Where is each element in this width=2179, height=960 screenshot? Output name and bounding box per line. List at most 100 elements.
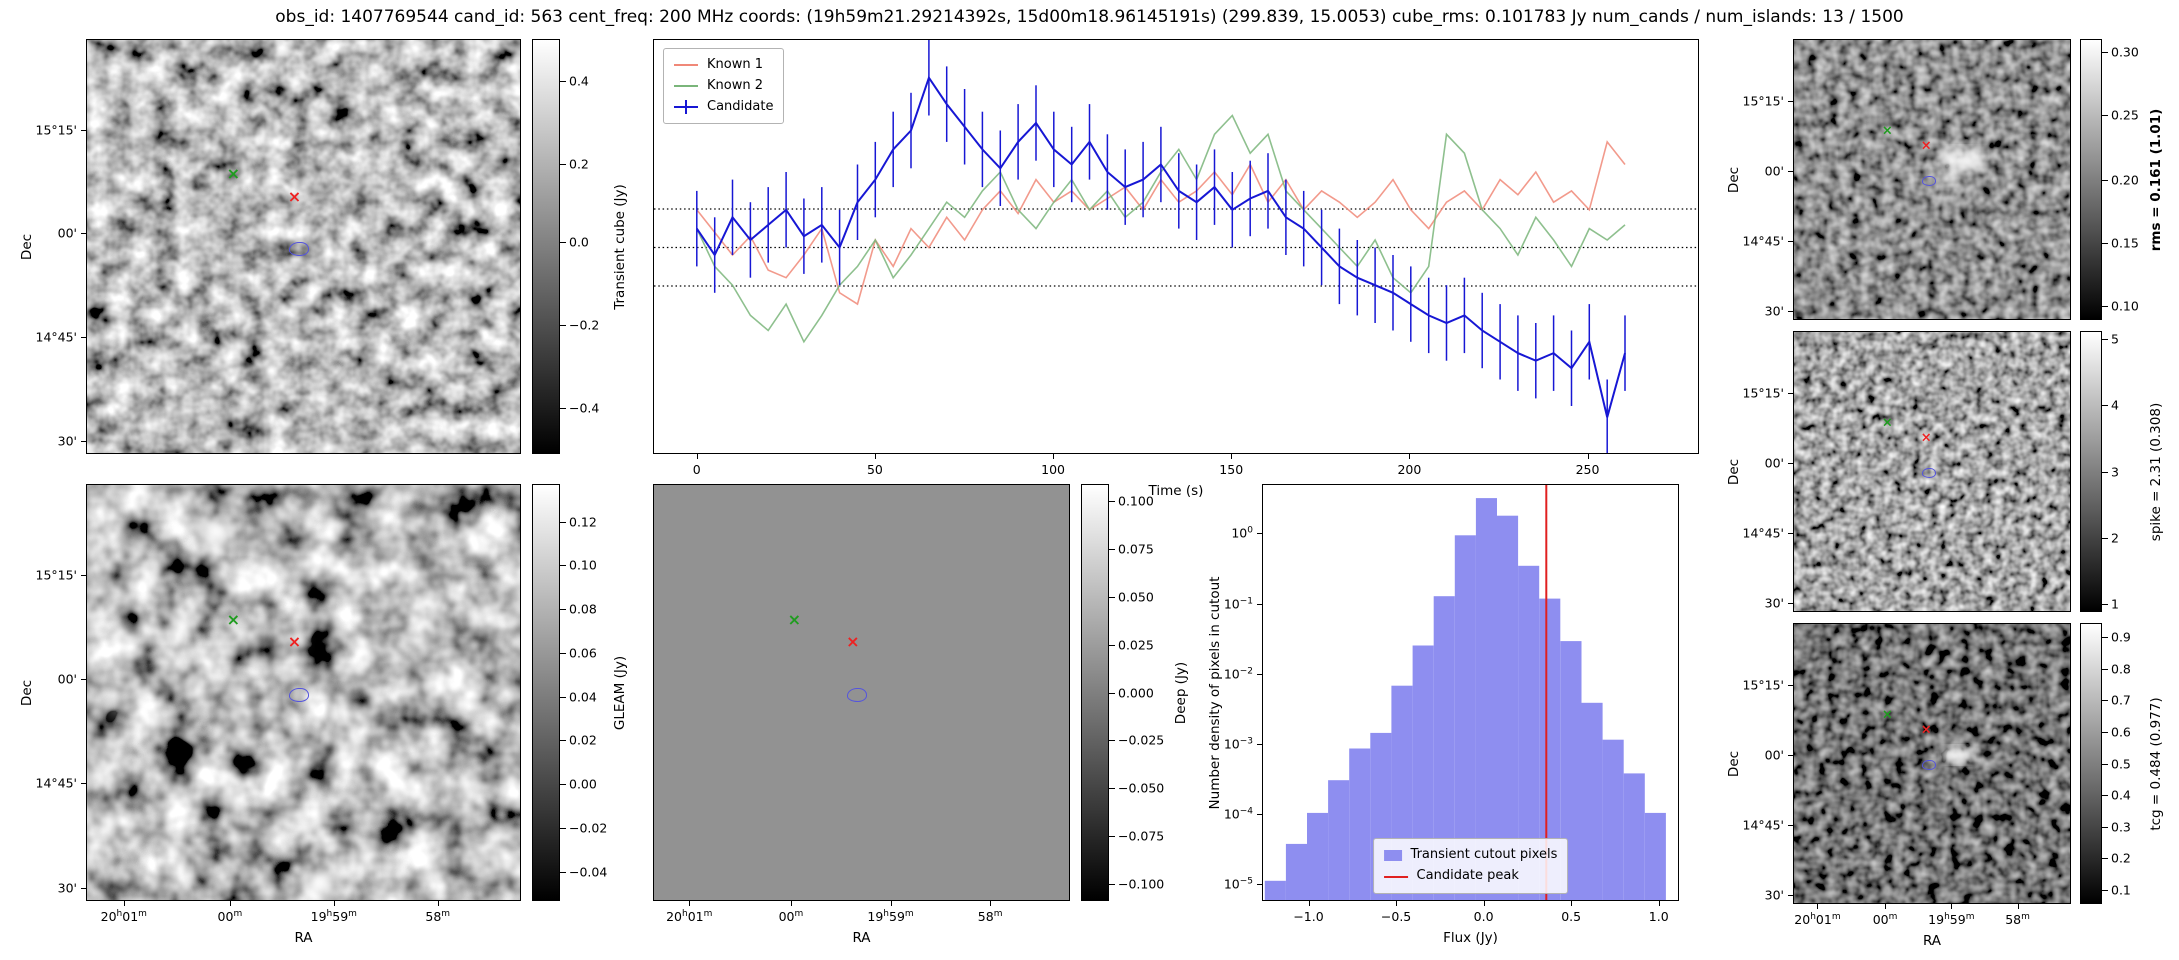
density-axis-ticks: 100 10−1 10−2 10−3 10−4 10−5 (1201, 485, 1263, 900)
lightcurve-legend: Known 1 Known 2 Candidate (663, 48, 785, 125)
tick-mark (2102, 405, 2108, 407)
tick-mark (2102, 537, 2108, 539)
tick-label: 100 (1041, 462, 1065, 477)
tick-label: 14°45' (35, 329, 78, 345)
tick-label: 1.0 (1648, 909, 1669, 924)
tick-label: 0.7 (2111, 692, 2131, 708)
tick-mark (1257, 744, 1263, 746)
tick-mark (1109, 548, 1115, 550)
tick-mark (560, 740, 566, 742)
tick-mark (1396, 900, 1398, 906)
tick-label: 0.0 (569, 234, 589, 250)
tick-mark (2017, 903, 2019, 909)
candidate-contour-marker (289, 688, 310, 703)
tick-label: 0.04 (569, 689, 597, 705)
tick-mark (1658, 900, 1660, 906)
tick-mark (81, 783, 87, 785)
tick-mark (81, 336, 87, 338)
legend-item: Candidate (674, 97, 773, 118)
gleam-panel: 15°15' 00' 14°45' 30' Dec 20h01m 00m 19h59m 58… (19, 484, 521, 946)
red-x-marker: × (1920, 430, 1932, 446)
tick-mark (696, 453, 698, 459)
tick-mark (2102, 858, 2108, 860)
histogram-legend: Transient cutout pixels Candidate peak (1372, 838, 1569, 894)
tick-label: −0.02 (569, 820, 608, 836)
tick-mark (1788, 532, 1794, 534)
tick-mark (1483, 900, 1485, 906)
tick-label: −0.2 (569, 317, 600, 333)
tick-label: 0.5 (1561, 909, 1582, 924)
tick-label: 58m (2005, 912, 2030, 928)
tick-mark (81, 233, 87, 235)
tick-label: 0.0 (1473, 909, 1494, 924)
tick-label: 0.30 (2111, 44, 2139, 60)
tick-label: 00' (1764, 747, 1784, 763)
tick-label: 0.025 (1118, 637, 1154, 653)
dec-axis-label: Dec (1726, 458, 1742, 485)
tick-mark (333, 900, 335, 906)
tick-mark (1231, 453, 1233, 459)
tick-mark (2102, 242, 2108, 244)
legend-errorbar-sample (674, 99, 698, 114)
green-x-marker: × (226, 609, 241, 629)
tick-mark (2102, 339, 2108, 341)
dec-axis-ticks: 15°15' 00' 14°45' 30' (1732, 332, 1794, 611)
tick-mark (560, 871, 566, 873)
tick-mark (1788, 170, 1794, 172)
tick-label: 30' (1764, 887, 1784, 903)
tick-mark (81, 575, 87, 577)
tick-label: 0.5 (2111, 756, 2131, 771)
tick-label: 1 (2111, 596, 2119, 612)
tick-mark (689, 900, 691, 906)
colorbar-gradient (532, 39, 560, 454)
dec-axis-ticks: 15°15' 00' 14°45' 30' (1732, 624, 1794, 903)
tick-mark (1885, 903, 1887, 909)
tick-label: 0.4 (2111, 787, 2131, 803)
dec-axis-label: Dec (19, 233, 35, 260)
tick-label: 58m (977, 909, 1003, 925)
tick-label: −1.0 (1293, 909, 1324, 924)
tick-label: 0.25 (2111, 107, 2139, 123)
tick-label: 20h01m (100, 909, 147, 925)
rms-colorbar: 0.30 0.25 0.20 0.15 0.10 rms = 0.161 (1.01) (2080, 39, 2164, 320)
spike-map-panel: 15°15' 00' 14°45' 30' Dec × × (1726, 331, 2071, 612)
tick-label: −0.5 (1380, 909, 1412, 924)
tick-label: 0.06 (569, 645, 597, 661)
tick-label: 00' (1764, 455, 1784, 471)
tick-label: 00' (1764, 163, 1784, 179)
tick-mark (2102, 668, 2108, 670)
lightcurve-panel: Known 1 Known 2 Candidate 0 50 100 150 200 250 … (653, 39, 1699, 499)
legend-item: Candidate peak (1383, 866, 1558, 887)
tick-mark (81, 679, 87, 681)
tick-label: 10−2 (1223, 666, 1253, 682)
colorbar-ticks: 0.9 0.8 0.7 0.6 0.5 0.4 0.3 0.2 0.1 (2102, 623, 2164, 904)
colorbar-ticks: 0.100 0.075 0.050 0.025 0.000 −0.025 −0.050 −0.… (1109, 484, 1171, 901)
tick-label: −0.4 (569, 400, 600, 416)
tick-label: 19h59m (310, 909, 357, 925)
tick-mark (1257, 814, 1263, 816)
tick-mark (1109, 788, 1115, 790)
tick-mark (1788, 240, 1794, 242)
tick-label: 30' (57, 433, 77, 449)
tick-label: −0.100 (1118, 876, 1165, 892)
candidate-contour-marker (1922, 760, 1937, 771)
tick-mark (1109, 836, 1115, 838)
tick-label: 15°15' (1742, 385, 1785, 401)
tick-mark (560, 80, 566, 82)
tick-mark (560, 652, 566, 654)
ra-axis-ticks: 20h01m 00m 19h59m 58m (87, 900, 520, 930)
tick-mark (1053, 453, 1055, 459)
transient-cube-panel: 15°15' 00' 14°45' 30' Dec × × (19, 39, 521, 454)
tick-label: 0.10 (569, 557, 597, 573)
tick-label: 10−5 (1223, 876, 1253, 892)
tick-mark (790, 900, 792, 906)
ra-axis-label: RA (294, 930, 313, 946)
tick-mark (81, 129, 87, 131)
colorbar-gradient (2080, 39, 2102, 320)
tick-label: 15°15' (35, 122, 78, 138)
candidate-contour-marker (289, 242, 310, 257)
tick-mark (2102, 731, 2108, 733)
tick-label: 0.2 (569, 156, 589, 171)
tick-label: 0.12 (569, 514, 597, 530)
green-x-marker: × (226, 164, 241, 184)
